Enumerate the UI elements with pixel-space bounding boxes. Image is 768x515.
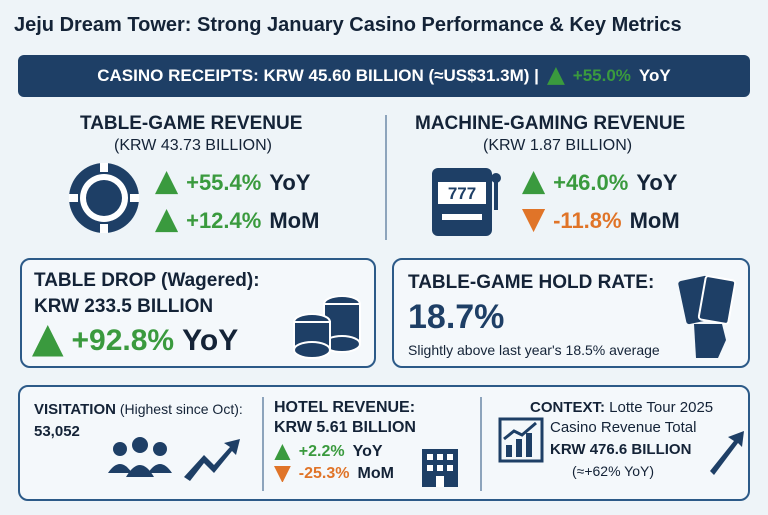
context-line: Casino Revenue Total	[550, 419, 697, 436]
divider	[385, 115, 387, 240]
period: YoY	[182, 324, 239, 357]
change: +92.8%	[71, 324, 175, 357]
change: +2.2%	[298, 443, 345, 460]
section-subtitle: (KRW 1.87 BILLION)	[483, 137, 633, 154]
triangle	[274, 465, 291, 483]
change: +55.0%	[572, 66, 631, 85]
trend-arrow	[522, 171, 546, 195]
card-title: TABLE-GAME HOLD RATE:	[408, 272, 655, 293]
triangle	[522, 171, 546, 195]
triangle	[155, 171, 179, 195]
period: YoY	[636, 170, 678, 195]
metric: +12.4% MoM	[155, 208, 319, 234]
card-amount: KRW 233.5 BILLION	[34, 296, 214, 317]
card-title: TABLE DROP (Wagered):	[34, 270, 260, 291]
metrics: +2.2% YoY -25.3% MoM	[274, 443, 394, 483]
metric: -25.3% MoM	[274, 465, 394, 483]
change: +12.4%	[186, 208, 262, 233]
chips-icon	[293, 295, 361, 359]
trend-arrow	[546, 67, 565, 85]
metric: +92.8% YoY	[32, 324, 238, 358]
triangle	[522, 209, 546, 233]
context-amount: KRW 476.6 BILLION	[550, 441, 692, 458]
bottom-card: VISITATION (Highest since Oct): 53,052 H…	[18, 385, 750, 501]
period: YoY	[269, 170, 311, 195]
change: +55.4%	[186, 170, 262, 195]
metric: -11.8% MoM	[522, 208, 680, 234]
period: YoY	[638, 66, 671, 85]
metrics: +55.4% YoY +12.4% MoM	[155, 170, 319, 234]
period: MoM	[629, 208, 680, 233]
trend-arrow	[522, 209, 546, 233]
change: -25.3%	[298, 465, 350, 482]
trend-arrow	[274, 443, 291, 461]
visitation-value: 53,052	[34, 423, 80, 440]
triangle	[155, 209, 179, 233]
metrics: +46.0% YoY -11.8% MoM	[522, 170, 680, 234]
change: -11.8%	[553, 208, 622, 233]
triangle	[32, 325, 64, 357]
triangle	[546, 67, 565, 85]
label: CONTEXT:	[530, 399, 605, 416]
metric: +2.2% YoY	[274, 443, 394, 461]
card-note: Slightly above last year's 18.5% average	[408, 342, 660, 358]
trend-arrow	[155, 209, 179, 233]
source: Lotte Tour 2025	[609, 399, 714, 416]
triangle	[274, 443, 291, 461]
visitation-heading: VISITATION (Highest since Oct):	[34, 401, 243, 418]
section-subtitle: (KRW 43.73 BILLION)	[114, 137, 272, 154]
building-icon	[422, 449, 458, 487]
trend-arrow	[155, 171, 179, 195]
period: YoY	[352, 443, 383, 460]
change: +46.0%	[553, 170, 629, 195]
table-drop-card: TABLE DROP (Wagered): KRW 233.5 BILLION …	[20, 258, 376, 368]
divider	[262, 397, 264, 491]
note: (Highest since Oct):	[119, 401, 243, 417]
svg-text:777: 777	[448, 184, 476, 203]
hold-rate-card: TABLE-GAME HOLD RATE: 18.7% Slightly abo…	[392, 258, 750, 368]
period: MoM	[269, 208, 320, 233]
slot-icon: 777	[432, 168, 501, 236]
arrow-icon	[710, 431, 744, 475]
title: Jeju Dream Tower: Strong January Casino …	[14, 14, 682, 36]
section-title: TABLE-GAME REVENUE	[80, 113, 303, 134]
banner-metric: +55.0% YoY	[546, 66, 671, 86]
growth-icon	[498, 417, 544, 463]
divider	[480, 397, 482, 491]
metric: +55.4% YoY	[155, 170, 319, 196]
people-icon	[108, 437, 240, 481]
chip-icon	[69, 163, 139, 233]
card-value: 18.7%	[408, 298, 505, 336]
cards-icon	[678, 275, 737, 358]
hotel-amount: KRW 5.61 BILLION	[274, 419, 416, 436]
hotel-title: HOTEL REVENUE:	[274, 399, 416, 416]
banner-text: CASINO RECEIPTS: KRW 45.60 BILLION (≈US$…	[97, 66, 539, 85]
context-heading: CONTEXT: Lotte Tour 2025	[530, 399, 713, 416]
section-title: MACHINE-GAMING REVENUE	[415, 113, 686, 134]
banner: CASINO RECEIPTS: KRW 45.60 BILLION (≈US$…	[18, 55, 750, 97]
trend-arrow	[274, 465, 291, 483]
period: MoM	[357, 465, 394, 482]
trend-arrow	[32, 325, 64, 357]
label: VISITATION	[34, 401, 116, 418]
context-note: (≈+62% YoY)	[572, 463, 655, 479]
metric: +46.0% YoY	[522, 170, 680, 196]
